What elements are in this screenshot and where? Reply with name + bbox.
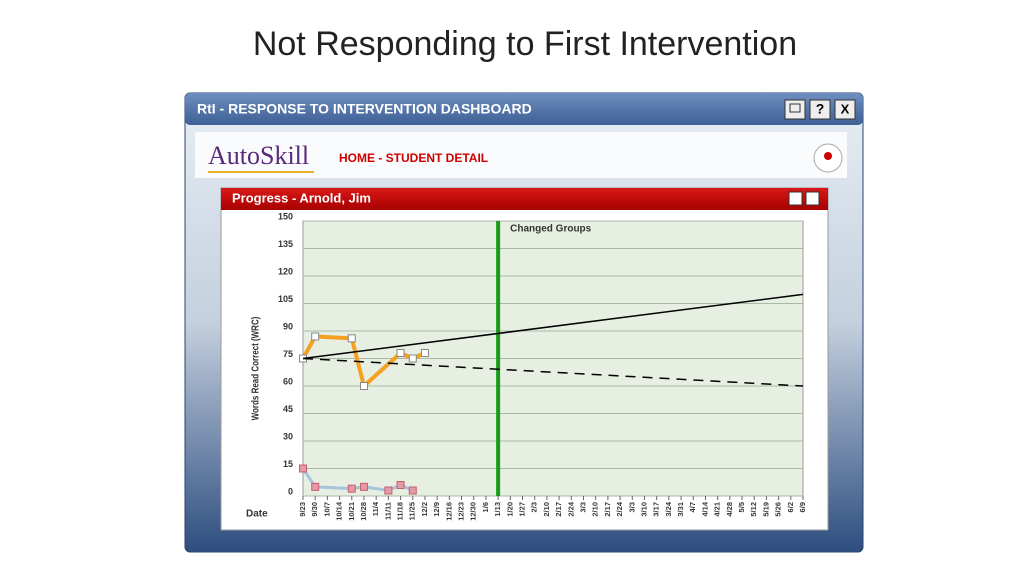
y-tick-label: 60: [283, 376, 293, 386]
x-tick-label: 3/31: [676, 502, 685, 517]
chart: 0 15 30 45 60 75 90 105 120 135 150 9/23 9/30 10/7 10/…: [246, 211, 807, 520]
x-tick-label: 1/13: [493, 502, 502, 517]
y-tick-label: 90: [283, 321, 293, 331]
close-button[interactable]: [834, 99, 856, 120]
y-tick-label: 135: [278, 239, 293, 249]
x-tick-label: 11/18: [396, 502, 405, 520]
x-tick-label: 11/11: [383, 502, 392, 520]
x-tick-label: 3/10: [639, 502, 648, 517]
x-tick-label: 2/24: [615, 501, 624, 516]
x-tick-label: 12/9: [432, 502, 441, 517]
x-tick-label: 4/7: [688, 502, 697, 512]
x-tick-label: 10/28: [359, 502, 368, 521]
x-tick-label: 6/9: [798, 502, 807, 512]
x-tick-label: 4/21: [713, 502, 722, 517]
x-tick-label: 11/4: [371, 501, 380, 516]
x-tick-label: 3/3: [578, 502, 587, 512]
x-tick-label: 3/17: [652, 502, 661, 517]
point: [347, 334, 356, 343]
x-tick-label: 1/6: [481, 502, 490, 512]
logo: AutoSkill: [208, 141, 309, 170]
y-axis-label: Words Read Correct (WRC): [250, 317, 261, 421]
y-tick-label: 0: [288, 486, 293, 496]
x-axis-label: Date: [246, 509, 268, 520]
x-tick-label: 3/24: [664, 501, 673, 516]
panel-help[interactable]: [788, 191, 803, 206]
point: [384, 486, 393, 495]
y-tick-label: 120: [278, 266, 293, 276]
x-tick-label: 12/2: [420, 502, 429, 517]
point: [311, 482, 320, 491]
y-tick-label: 45: [283, 404, 293, 414]
x-tick-label: 6/2: [786, 502, 795, 512]
point: [359, 382, 368, 390]
close-label: X: [841, 101, 850, 116]
point: [408, 486, 417, 495]
panel-header: [221, 188, 828, 210]
x-tick-label: 5/26: [774, 502, 783, 517]
status-dot: [824, 152, 832, 160]
x-tick-label: 5/12: [749, 502, 758, 517]
x-tick-label: 3/3: [627, 502, 636, 512]
print-icon: [789, 103, 801, 113]
point: [299, 464, 307, 473]
slide-title: Not Responding to First Intervention: [253, 25, 797, 63]
x-tick-label: 12/16: [444, 502, 453, 521]
window-header: [185, 93, 863, 125]
x-tick-label: 1/27: [517, 502, 526, 517]
point: [359, 482, 368, 491]
point: [408, 354, 417, 363]
help-label: ?: [816, 101, 825, 117]
x-tick-label: 12/23: [457, 502, 466, 521]
x-tick-label: 2/24: [566, 501, 575, 516]
x-tick-label: 5/5: [737, 502, 746, 512]
x-tick-label: 4/14: [700, 501, 709, 516]
x-tick-label: 2/17: [554, 502, 563, 517]
x-tick-label: 1/20: [505, 502, 514, 517]
point: [420, 349, 429, 357]
x-tick-label: 12/30: [469, 502, 478, 521]
trend-line: [302, 357, 804, 387]
x-tick-label: 11/25: [408, 502, 417, 520]
y-tick-label: 30: [283, 431, 293, 441]
x-tick-label: 4/28: [725, 502, 734, 517]
y-tick-label: 150: [278, 211, 293, 221]
trend-line: [302, 293, 804, 360]
window-title: RtI - RESPONSE TO INTERVENTION DASHBOARD: [197, 101, 532, 117]
point: [396, 349, 405, 357]
x-tick-label: 10/21: [347, 502, 356, 521]
x-tick-label: 10/7: [322, 502, 331, 517]
x-tick-label: 2/3: [530, 502, 539, 512]
annotation-text: Changed Groups: [510, 224, 592, 235]
x-tick-label: 5/19: [761, 502, 770, 517]
x-tick-label: 10/14: [335, 501, 344, 521]
x-tick-label: 2/17: [603, 502, 612, 517]
panel-title: Progress - Arnold, Jim: [232, 190, 371, 205]
point: [311, 332, 320, 341]
panel-max[interactable]: [805, 191, 820, 206]
breadcrumb[interactable]: HOME - STUDENT DETAIL: [339, 151, 488, 165]
point: [347, 484, 356, 493]
print-button[interactable]: [784, 99, 806, 120]
x-tick-label: 2/10: [591, 502, 600, 517]
y-tick-label: 15: [283, 459, 293, 469]
point: [396, 481, 405, 489]
x-tick-label: 9/30: [310, 502, 319, 517]
help-button[interactable]: [809, 99, 831, 120]
x-tick-label: 2/10: [542, 502, 551, 517]
nav-bar: [195, 132, 847, 178]
logo-underline: [208, 171, 314, 173]
y-tick-label: 105: [278, 294, 293, 304]
y-tick-label: 75: [283, 349, 293, 359]
x-tick-label: 9/23: [298, 502, 307, 517]
